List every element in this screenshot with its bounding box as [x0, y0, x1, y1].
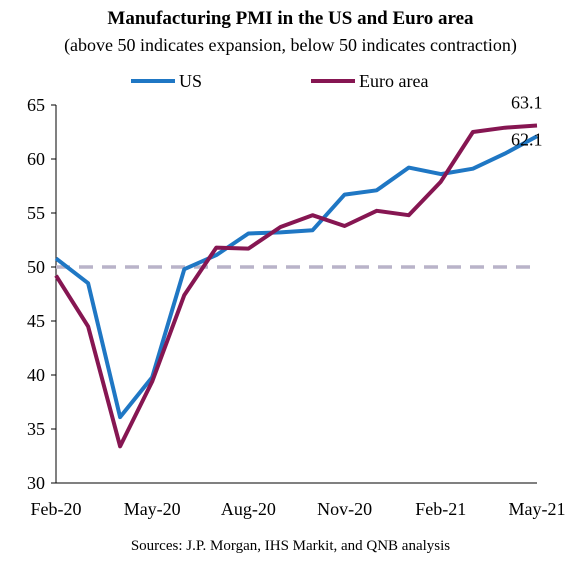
data-point-us — [471, 167, 475, 171]
legend-item-euro-area: Euro area — [311, 70, 428, 92]
end-label-euro-area: 63.1 — [511, 93, 543, 113]
x-tick-label: Feb-21 — [415, 499, 466, 519]
y-tick-label: 65 — [27, 95, 45, 115]
source-note: Sources: J.P. Morgan, IHS Markit, and QN… — [130, 538, 451, 554]
legend-swatch-euro-area — [311, 79, 355, 83]
data-point-euro-area — [246, 247, 250, 251]
x-tick-label: Feb-20 — [31, 499, 82, 519]
data-point-us — [407, 166, 411, 170]
legend-label-euro-area: Euro area — [359, 70, 429, 91]
y-tick-label: 55 — [27, 203, 45, 223]
data-point-euro-area — [150, 379, 154, 383]
legend-swatch-us — [131, 79, 175, 83]
data-point-euro-area — [407, 213, 411, 217]
x-tick-label: May-21 — [509, 499, 566, 519]
y-tick-label: 40 — [27, 365, 45, 385]
data-point-euro-area — [86, 324, 90, 328]
y-tick-label: 35 — [27, 419, 45, 439]
data-point-euro-area — [503, 126, 507, 130]
data-point-us — [439, 172, 443, 176]
end-label-us: 62.1 — [511, 129, 543, 149]
x-tick-label: Nov-20 — [317, 499, 372, 519]
data-point-us — [278, 230, 282, 234]
data-point-us — [86, 281, 90, 285]
data-point-us — [343, 193, 347, 197]
legend-item-us: US — [131, 70, 202, 92]
y-tick-label: 45 — [27, 311, 45, 331]
data-point-us — [375, 188, 379, 192]
y-tick-label: 60 — [27, 149, 45, 169]
series-line-euro-area — [54, 123, 538, 449]
data-point-euro-area — [54, 274, 58, 278]
data-point-euro-area — [182, 293, 186, 297]
data-point-euro-area — [311, 213, 315, 217]
data-point-euro-area — [118, 444, 122, 448]
data-point-us — [118, 415, 122, 419]
data-point-euro-area — [535, 124, 539, 128]
data-point-euro-area — [375, 209, 379, 213]
data-point-euro-area — [343, 224, 347, 228]
legend-label-us: US — [179, 70, 203, 91]
data-point-us — [54, 256, 58, 260]
data-point-us — [214, 253, 218, 257]
data-point-us — [503, 152, 507, 156]
data-point-euro-area — [278, 225, 282, 229]
chart-subtitle: (above 50 indicates expansion, below 50 … — [64, 35, 517, 55]
plot-layer: 30 35 40 45 50 55 60 65 Feb-20 May-20 Aug-20 Nov-20… — [27, 93, 566, 519]
data-point-euro-area — [214, 246, 218, 250]
data-point-us — [311, 228, 315, 232]
chart-title: Manufacturing PMI in the US and Euro are… — [107, 8, 474, 29]
data-point-us — [246, 232, 250, 236]
data-point-euro-area — [471, 130, 475, 134]
data-point-euro-area — [439, 180, 443, 184]
x-tick-label: May-20 — [124, 499, 181, 519]
data-point-us — [182, 267, 186, 271]
y-tick-label: 30 — [27, 473, 45, 493]
x-tick-label: Aug-20 — [221, 499, 276, 519]
series-line-us — [54, 134, 538, 420]
legend: US Euro area — [0, 70, 581, 92]
y-tick-label: 50 — [27, 257, 45, 277]
